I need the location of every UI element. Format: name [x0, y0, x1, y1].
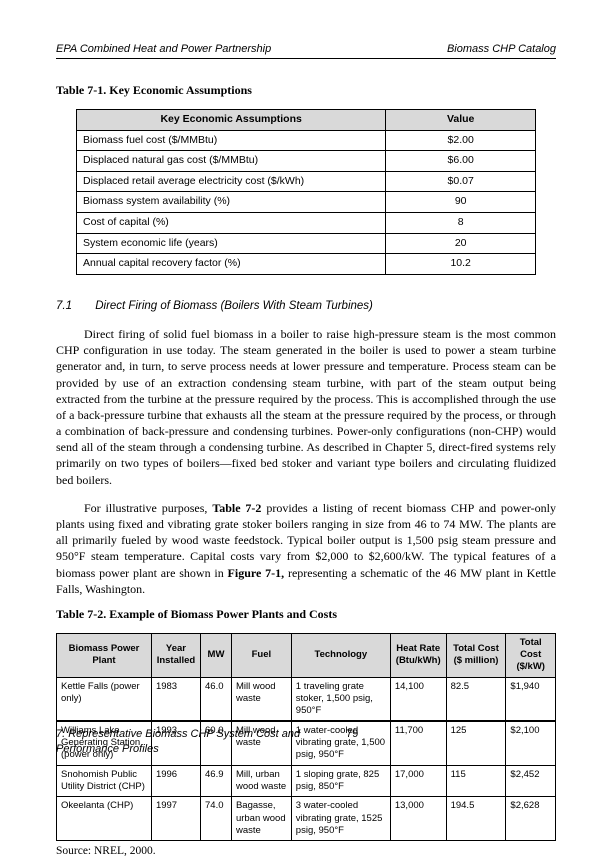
table72-cell: 115: [446, 765, 506, 797]
table71-cell-value: 8: [386, 213, 536, 234]
table72-source: Source: NREL, 2000.: [56, 844, 556, 859]
table72-cell: Okeelanta (CHP): [57, 797, 152, 841]
para2-ref1: Table 7-2: [212, 501, 261, 515]
footer-rule: [56, 720, 556, 721]
footer-title: 7. Representative Biomass CHP System Cos…: [56, 727, 336, 756]
table71-header-col2: Value: [386, 109, 536, 130]
table71-row: Biomass system availability (%)90: [77, 192, 536, 213]
table72-header-cell: Total Cost ($/kW): [506, 633, 556, 677]
table71-cell-value: 10.2: [386, 254, 536, 275]
table72-cell: 46.0: [201, 677, 232, 721]
table72-cell: $1,940: [506, 677, 556, 721]
table72-cell: $2,452: [506, 765, 556, 797]
para2-ref2: Figure 7-1,: [228, 566, 285, 580]
table72-cell: $2,628: [506, 797, 556, 841]
table72-cell: 3 water-cooled vibrating grate, 1525 psi…: [291, 797, 390, 841]
table72-cell: 74.0: [201, 797, 232, 841]
table71-header-col1: Key Economic Assumptions: [77, 109, 386, 130]
table72-header-cell: Fuel: [231, 633, 291, 677]
table72-cell: 14,100: [390, 677, 446, 721]
table72-cell: 1983: [151, 677, 200, 721]
table71-cell-label: Displaced retail average electricity cos…: [77, 171, 386, 192]
table72-cell: Kettle Falls (power only): [57, 677, 152, 721]
table71-cell-label: Annual capital recovery factor (%): [77, 254, 386, 275]
table71-cell-value: 20: [386, 233, 536, 254]
table71-cell-value: $6.00: [386, 151, 536, 172]
section-heading: 7.1 Direct Firing of Biomass (Boilers Wi…: [56, 299, 556, 314]
table72-cell: 13,000: [390, 797, 446, 841]
table72-header-cell: Heat Rate (Btu/kWh): [390, 633, 446, 677]
table72-cell: 1 sloping grate, 825 psig, 850°F: [291, 765, 390, 797]
table72-header-cell: Technology: [291, 633, 390, 677]
table71-cell-label: Cost of capital (%): [77, 213, 386, 234]
table71-cell-value: $2.00: [386, 130, 536, 151]
table72-cell: 194.5: [446, 797, 506, 841]
table71-row: Displaced retail average electricity cos…: [77, 171, 536, 192]
table72-row: Okeelanta (CHP)199774.0Bagasse, urban wo…: [57, 797, 556, 841]
table72-header-cell: MW: [201, 633, 232, 677]
para-1-text: Direct firing of solid fuel biomass in a…: [56, 327, 556, 487]
section-title: Direct Firing of Biomass (Boilers With S…: [95, 300, 373, 312]
table71-row: Biomass fuel cost ($/MMBtu)$2.00: [77, 130, 536, 151]
table71-cell-label: Biomass fuel cost ($/MMBtu): [77, 130, 386, 151]
table72-cell: 17,000: [390, 765, 446, 797]
header-rule: [56, 58, 556, 59]
table72-cell: Mill wood waste: [231, 677, 291, 721]
table71-cell-value: 90: [386, 192, 536, 213]
para-1: Direct firing of solid fuel biomass in a…: [56, 326, 556, 488]
table72-header-cell: Year Installed: [151, 633, 200, 677]
footer: 7. Representative Biomass CHP System Cos…: [56, 720, 556, 756]
header-left: EPA Combined Heat and Power Partnership: [56, 42, 271, 56]
table72-cell: 1996: [151, 765, 200, 797]
table72-cell: Mill, urban wood waste: [231, 765, 291, 797]
table71-cell-value: $0.07: [386, 171, 536, 192]
table72-cell: 82.5: [446, 677, 506, 721]
table71-row: Cost of capital (%)8: [77, 213, 536, 234]
footer-page: 79: [346, 727, 358, 741]
table71-row: System economic life (years)20: [77, 233, 536, 254]
table71-cell-label: Displaced natural gas cost ($/MMBtu): [77, 151, 386, 172]
table72-row: Snohomish Public Utility District (CHP)1…: [57, 765, 556, 797]
table72-cell: 1997: [151, 797, 200, 841]
table72-cell: Snohomish Public Utility District (CHP): [57, 765, 152, 797]
table72-header-cell: Biomass Power Plant: [57, 633, 152, 677]
section-number: 7.1: [56, 300, 72, 312]
table72-cell: 46.9: [201, 765, 232, 797]
table72-title: Table 7-2. Example of Biomass Power Plan…: [56, 607, 556, 623]
table71: Key Economic Assumptions Value Biomass f…: [76, 109, 536, 275]
para-2: For illustrative purposes, Table 7-2 pro…: [56, 500, 556, 597]
table72-cell: 1 traveling grate stoker, 1,500 psig, 95…: [291, 677, 390, 721]
table71-title: Table 7-1. Key Economic Assumptions: [56, 83, 556, 99]
table71-row: Displaced natural gas cost ($/MMBtu)$6.0…: [77, 151, 536, 172]
table71-cell-label: System economic life (years): [77, 233, 386, 254]
header-right: Biomass CHP Catalog: [447, 42, 556, 56]
table71-row: Annual capital recovery factor (%)10.2: [77, 254, 536, 275]
table72-row: Kettle Falls (power only)198346.0Mill wo…: [57, 677, 556, 721]
table71-cell-label: Biomass system availability (%): [77, 192, 386, 213]
para2-pre: For illustrative purposes,: [84, 501, 212, 515]
table72-cell: Bagasse, urban wood waste: [231, 797, 291, 841]
table72-header-cell: Total Cost ($ million): [446, 633, 506, 677]
